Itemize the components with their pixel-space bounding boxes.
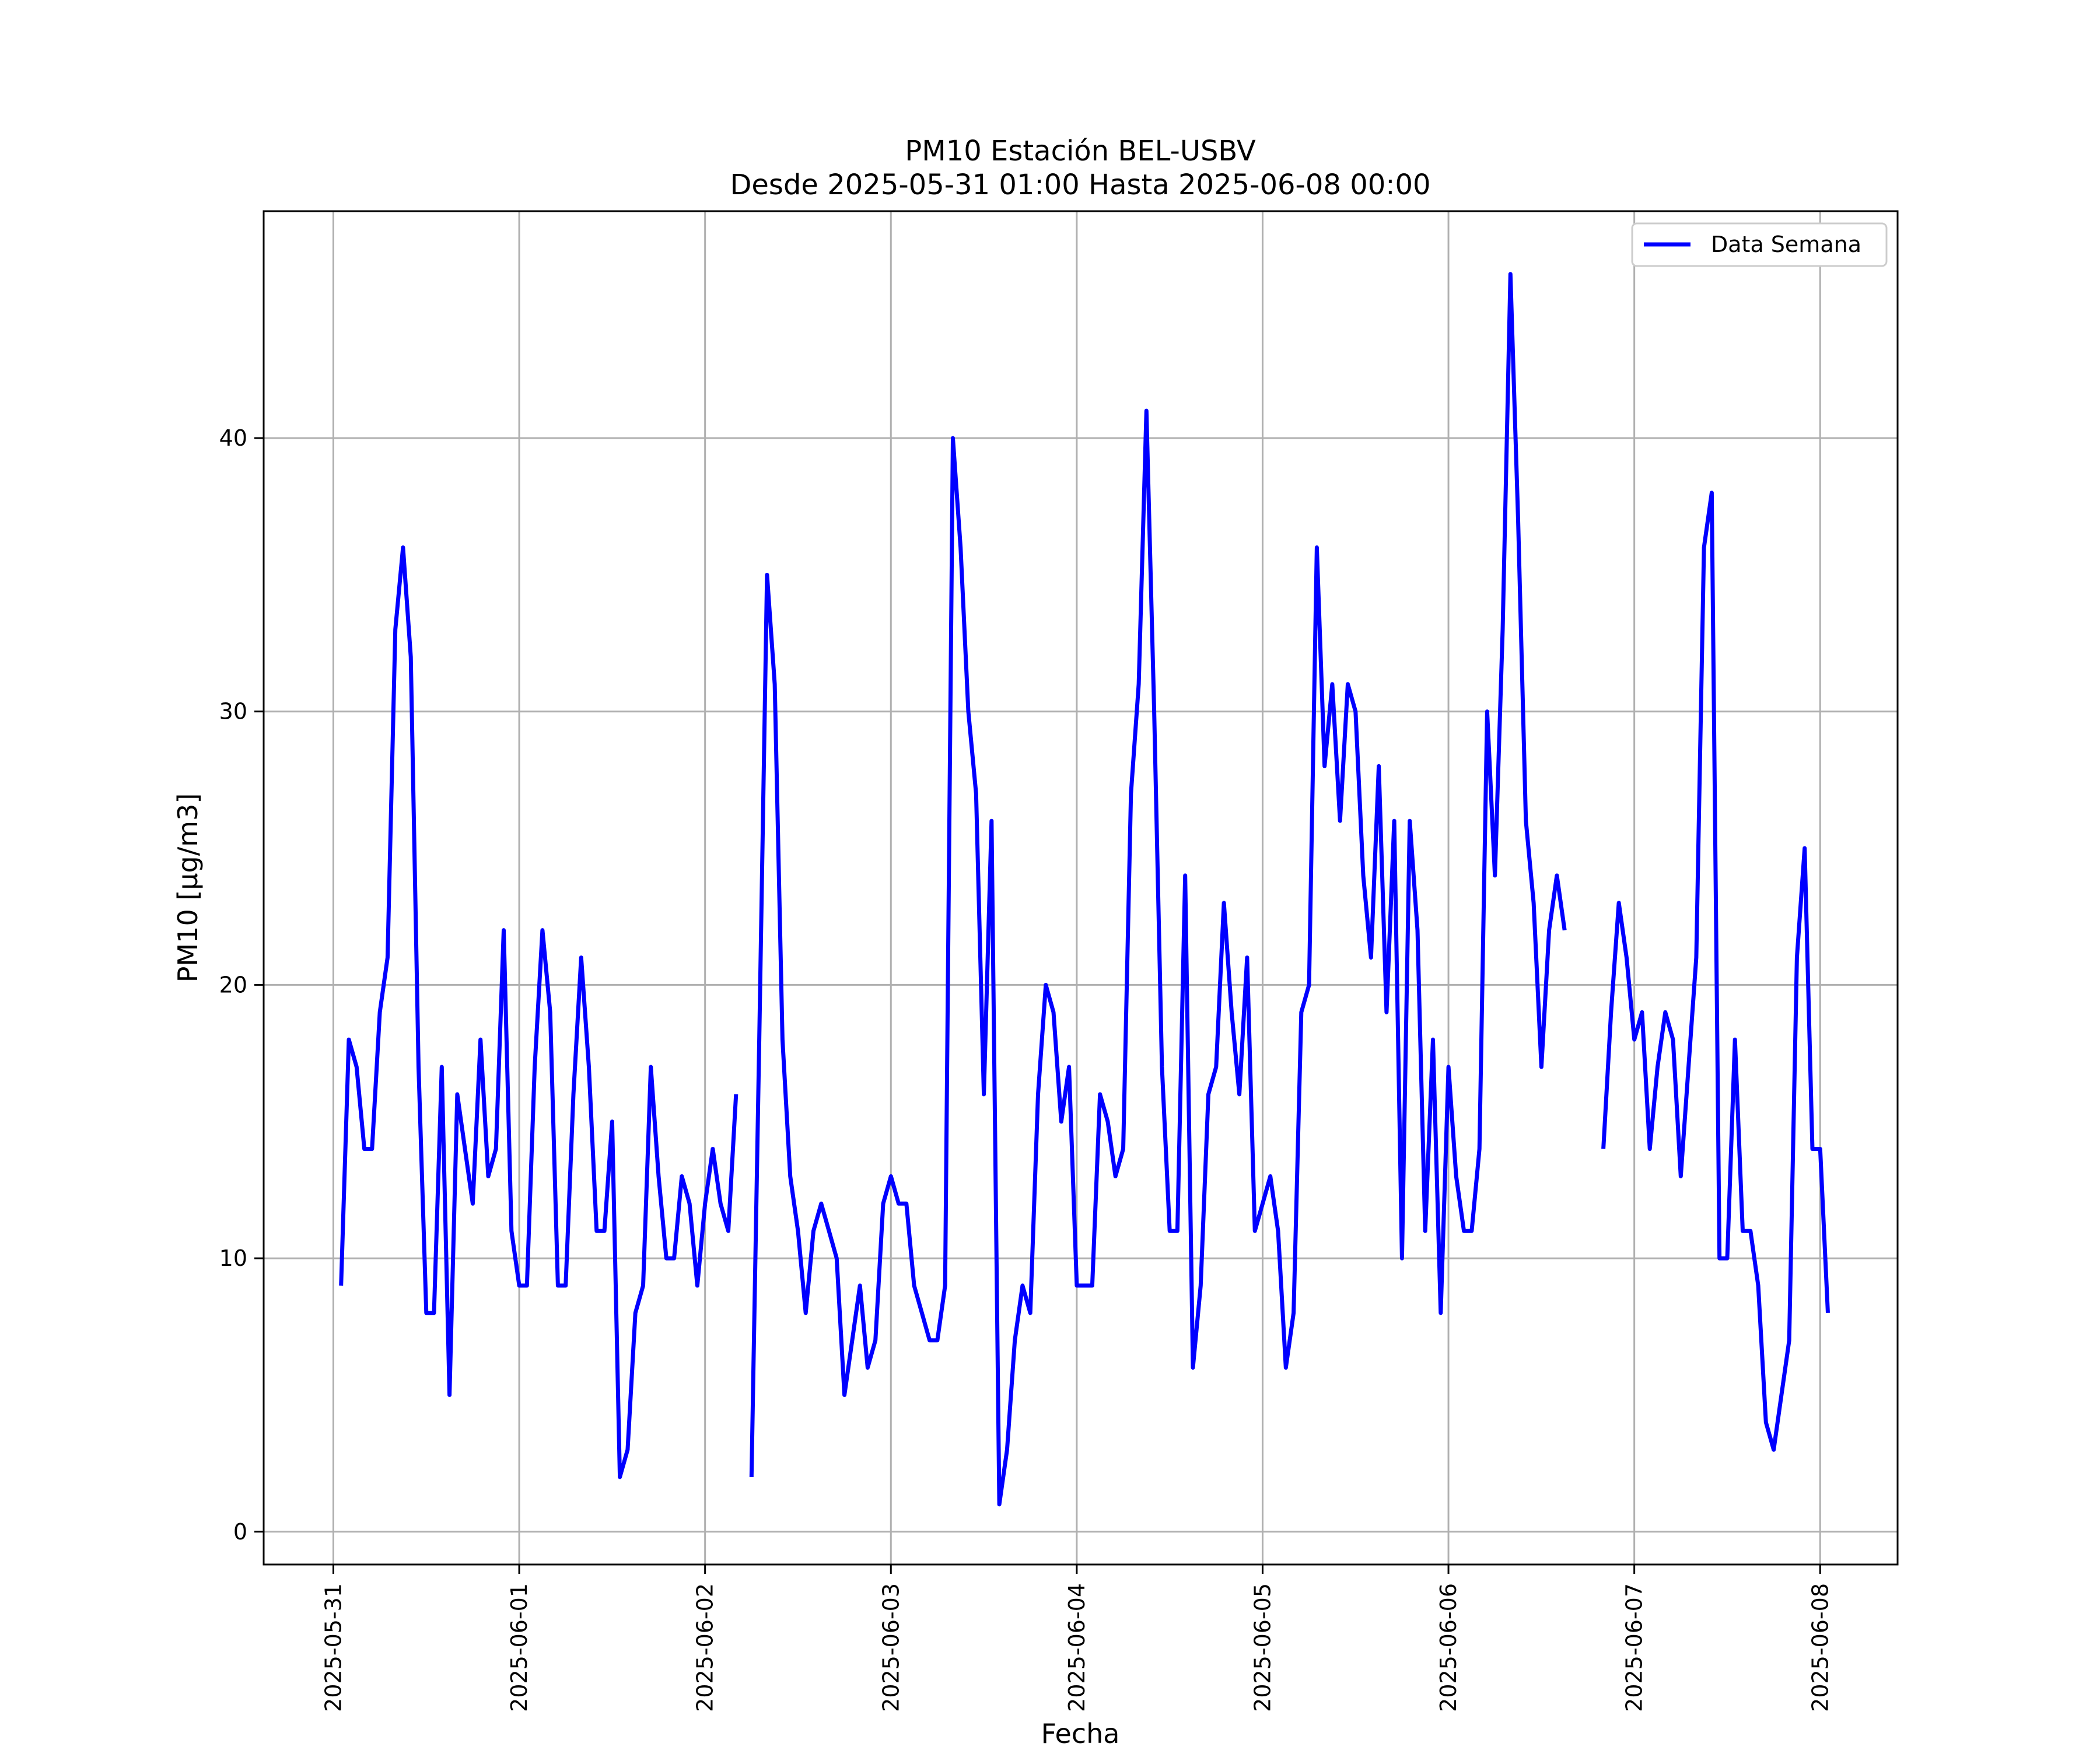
x-tick-label: 2025-06-03 [878,1583,904,1712]
grid [264,211,1898,1564]
legend-box [1631,222,1888,267]
x-tick-label: 2025-06-02 [692,1583,718,1712]
x-tick-label: 2025-06-06 [1436,1583,1461,1712]
axis-ticks: 2025-05-31 2025-06-01 2025-06-02 2025-06-03… [219,425,1833,1712]
series-line-segment [1601,491,1830,1452]
x-tick-label: 2025-06-05 [1250,1583,1275,1712]
y-tick-label: 40 [219,425,247,451]
plot-area-frame [262,210,1899,1566]
series-line-segment [339,545,738,1479]
legend: Data Semana [1631,222,1888,267]
series-line-segment [749,272,1567,1507]
y-axis-label: PM10 [μg/m3] [172,793,204,983]
y-tick-label: 0 [233,1519,247,1545]
x-axis-label: Fecha [1041,1718,1120,1749]
x-tick-label: 2025-05-31 [320,1583,346,1712]
x-tick-label: 2025-06-07 [1622,1583,1647,1712]
y-tick-label: 30 [219,699,247,724]
chart-subtitle: Desde 2025-05-31 01:00 Hasta 2025-06-08 … [730,169,1430,201]
y-tick-label: 20 [219,972,247,998]
legend-label: Data Semana [1711,232,1861,257]
series-lines [339,272,1830,1507]
chart-title: PM10 Estación BEL-USBV [905,135,1256,167]
y-tick-label: 10 [219,1245,247,1271]
x-tick-label: 2025-06-01 [506,1583,532,1712]
x-tick-label: 2025-06-08 [1807,1583,1833,1712]
x-tick-label: 2025-06-04 [1064,1583,1090,1712]
